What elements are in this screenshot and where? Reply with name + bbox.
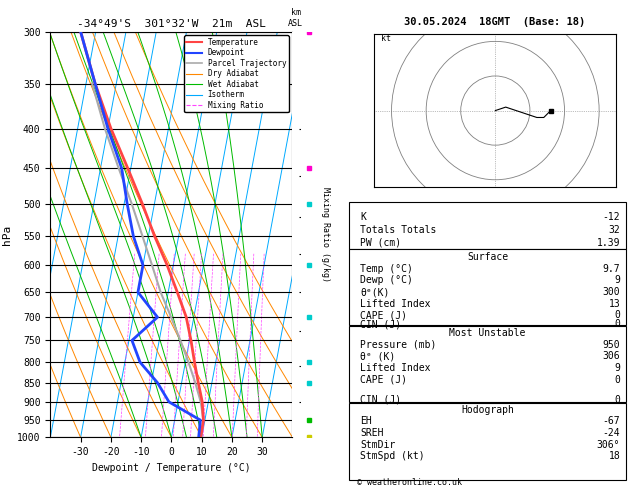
Text: θᵉ (K): θᵉ (K) (360, 351, 396, 362)
Text: θᵉ(K): θᵉ(K) (360, 287, 389, 297)
Text: Lifted Index: Lifted Index (360, 363, 431, 373)
Text: Pressure (mb): Pressure (mb) (360, 340, 437, 350)
Text: -67: -67 (603, 417, 620, 426)
Bar (349, 202, 626, 249)
Text: Most Unstable: Most Unstable (449, 328, 526, 338)
Text: 306°: 306° (597, 440, 620, 450)
Text: 32: 32 (609, 225, 620, 235)
Text: K: K (360, 212, 366, 222)
Text: kt: kt (381, 35, 391, 43)
X-axis label: Dewpoint / Temperature (°C): Dewpoint / Temperature (°C) (92, 463, 251, 473)
Text: StmSpd (kt): StmSpd (kt) (360, 451, 425, 461)
Text: 0: 0 (615, 375, 620, 384)
Text: SREH: SREH (360, 428, 384, 438)
Text: © weatheronline.co.uk: © weatheronline.co.uk (357, 478, 462, 486)
Text: -12: -12 (603, 212, 620, 222)
Text: Hodograph: Hodograph (461, 405, 514, 415)
Text: 30.05.2024  18GMT  (Base: 18): 30.05.2024 18GMT (Base: 18) (404, 17, 586, 27)
Text: Dewp (°C): Dewp (°C) (360, 276, 413, 285)
Text: CAPE (J): CAPE (J) (360, 311, 407, 320)
Text: Totals Totals: Totals Totals (360, 225, 437, 235)
Text: PW (cm): PW (cm) (360, 238, 401, 248)
Text: Surface: Surface (467, 252, 508, 261)
Title: -34°49'S  301°32'W  21m  ASL: -34°49'S 301°32'W 21m ASL (77, 19, 266, 30)
Text: 306: 306 (603, 351, 620, 362)
Text: 9.7: 9.7 (603, 264, 620, 274)
Text: CIN (J): CIN (J) (360, 319, 401, 329)
Text: 0: 0 (615, 319, 620, 329)
Legend: Temperature, Dewpoint, Parcel Trajectory, Dry Adiabat, Wet Adiabat, Isotherm, Mi: Temperature, Dewpoint, Parcel Trajectory… (184, 35, 289, 112)
Text: 0: 0 (615, 395, 620, 405)
Text: km
ASL: km ASL (288, 8, 303, 28)
Text: Temp (°C): Temp (°C) (360, 264, 413, 274)
Text: 950: 950 (603, 340, 620, 350)
Bar (349, 249, 626, 325)
Text: 1.39: 1.39 (597, 238, 620, 248)
Text: 300: 300 (603, 287, 620, 297)
Text: EH: EH (360, 417, 372, 426)
Y-axis label: Mixing Ratio (g/kg): Mixing Ratio (g/kg) (321, 187, 330, 282)
Text: 9: 9 (615, 363, 620, 373)
Text: Lifted Index: Lifted Index (360, 299, 431, 309)
Text: 13: 13 (609, 299, 620, 309)
Bar (349, 326, 626, 402)
Text: CAPE (J): CAPE (J) (360, 375, 407, 384)
Bar (349, 403, 626, 480)
Text: CIN (J): CIN (J) (360, 395, 401, 405)
Text: 18: 18 (609, 451, 620, 461)
Text: StmDir: StmDir (360, 440, 396, 450)
Y-axis label: hPa: hPa (1, 225, 11, 244)
Text: 0: 0 (615, 311, 620, 320)
Text: -24: -24 (603, 428, 620, 438)
Text: 9: 9 (615, 276, 620, 285)
